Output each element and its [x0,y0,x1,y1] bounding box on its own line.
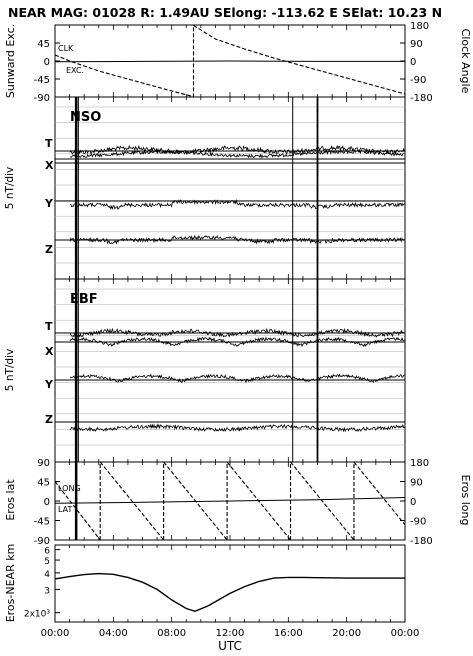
nso-trace-z [69,234,405,245]
ylabel-eros-long: Eros long [459,475,472,526]
ylabel-sunward: Sunward Exc. [4,24,17,98]
series-clock-angle [54,24,406,98]
y-tick-label-distance: 6 [44,547,50,557]
panel-label-ebf: EBF [70,292,98,307]
nso-component-x: X [45,159,54,172]
ylabel-distance: Eros-NEAR km [4,544,17,623]
series-label-long: LONG [58,484,81,493]
ylabel-nso: 5 nT/div [4,167,16,209]
x-tick-label: 00:00 [391,628,420,639]
ebf-trace-y [69,373,405,384]
series-sunward-exc [54,60,405,63]
series-eros-long [54,460,406,541]
y-tick-label-clock: -90 [410,75,426,86]
y-tick-label-distance: 4 [44,570,50,580]
nso-component-z: Z [45,243,53,256]
y-tick-label-eros-long: 0 [410,497,416,508]
figure-title: NEAR MAG: 01028 R: 1.49AU SElong: -113.6… [8,5,442,20]
y-tick-label-eros-long: 90 [410,478,423,489]
ebf-component-z: Z [45,413,53,426]
ylabel-ebf: 5 nT/div [4,349,16,391]
y-tick-label-eros-long: 180 [410,458,429,469]
y-tick-label-distance: 2x10³ [24,610,51,620]
ebf-trace-z [69,423,405,433]
gridlines [55,106,405,446]
y-tick-label-eros-long: -90 [410,517,426,528]
y-tick-label-distance: 5 [44,557,50,567]
y-tick-label-eros-lat: -90 [34,536,50,547]
y-tick-label-distance: 3 [44,586,50,596]
x-tick-label: 20:00 [332,628,361,639]
panel-nso-frame [54,96,406,280]
y-tick-label-eros-lat: 45 [37,478,50,489]
ylabel-eros-lat: Eros lat [4,479,17,521]
y-tick-label-sunward: -45 [34,75,50,86]
y-tick-label-clock: -180 [410,93,433,104]
panel-label-nso: NSO [70,110,101,125]
nso-trace-t2 [69,149,405,159]
series-label-lat: LAT [58,505,72,514]
nso-component-t: T [45,137,53,150]
xaxis-label: UTC [218,639,242,653]
series-label-exc: EXC. [66,66,84,75]
tick-labels: 00:00 04:00 08:00 12:00 16:00 20:00 00:00450-4… [24,21,433,639]
data-traces [54,24,406,613]
x-tick-label: 04:00 [99,628,128,639]
series-eros-near-distance [54,572,405,613]
x-tick-label: 08:00 [157,628,186,639]
x-tick-label: 12:00 [216,628,245,639]
y-tick-label-clock: 0 [410,57,416,68]
panel-distance-frame [54,544,406,623]
axis-ticks [54,24,406,622]
series-eros-lat [54,497,406,504]
y-tick-label-eros-lat: 90 [37,458,50,469]
y-tick-label-sunward: -90 [34,93,50,104]
y-tick-label-eros-long: -180 [410,536,433,547]
y-tick-label-clock: 180 [410,21,429,32]
ylabel-clock: Clock Angle [459,29,472,94]
nso-trace-t [69,144,405,156]
series-label-clk: CLK [58,44,74,53]
panel-ebf-frame [54,278,406,463]
y-tick-label-clock: 90 [410,39,423,50]
x-tick-label: 00:00 [41,628,70,639]
nso-component-y: Y [44,197,54,210]
nso-trace-y [69,198,405,211]
ebf-component-t: T [45,320,53,333]
ebf-trace-t [69,327,405,338]
ebf-trace-x [69,336,405,348]
y-tick-label-sunward: 45 [37,39,50,50]
ebf-component-x: X [45,345,54,358]
ebf-component-y: Y [44,378,54,391]
y-tick-label-sunward: 0 [44,57,50,68]
x-tick-label: 16:00 [274,628,303,639]
y-tick-label-eros-lat: 0 [44,497,50,508]
y-tick-label-eros-lat: -45 [34,517,50,528]
